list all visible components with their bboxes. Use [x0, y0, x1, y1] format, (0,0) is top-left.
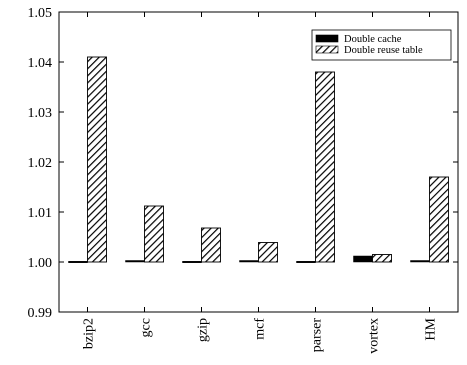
x-category-label: gcc [139, 318, 154, 337]
bar-double-cache-parser [296, 261, 316, 263]
y-tick-label: 0.99 [28, 306, 53, 321]
x-category-label: parser [310, 318, 325, 353]
bar-double-reuse-table-mcf [258, 242, 278, 263]
bar-double-cache-mcf [239, 260, 259, 263]
x-category-label: bzip2 [82, 318, 97, 349]
bar-double-reuse-table-hm [429, 176, 449, 263]
y-tick-label: 1.01 [28, 206, 53, 221]
legend-label: Double reuse table [344, 45, 423, 56]
bar-double-reuse-table-vortex [372, 254, 392, 263]
bar-double-cache-gcc [125, 260, 145, 263]
bar-double-reuse-table-gcc [144, 205, 164, 263]
x-category-label: vortex [367, 318, 382, 354]
legend-label: Double cache [344, 34, 402, 45]
y-tick-label: 1.03 [28, 106, 53, 121]
y-tick-label: 1.02 [28, 156, 53, 171]
bar-double-cache-hm [410, 260, 430, 263]
bar-double-cache-vortex [353, 255, 373, 263]
bar-double-reuse-table-gzip [201, 227, 221, 263]
bar-double-cache-gzip [182, 261, 202, 263]
bar-double-reuse-table-bzip2 [87, 56, 107, 263]
bar-double-reuse-table-parser [315, 71, 335, 263]
x-category-label: HM [424, 317, 439, 340]
legend-swatch [315, 45, 339, 54]
x-category-label: gzip [196, 318, 211, 342]
y-tick-label: 1.04 [28, 56, 53, 71]
y-tick-label: 1.05 [28, 6, 53, 21]
bar-double-cache-bzip2 [68, 261, 88, 263]
legend-swatch [315, 34, 339, 43]
y-tick-label: 1.00 [28, 256, 53, 271]
x-category-label: mcf [253, 318, 268, 340]
